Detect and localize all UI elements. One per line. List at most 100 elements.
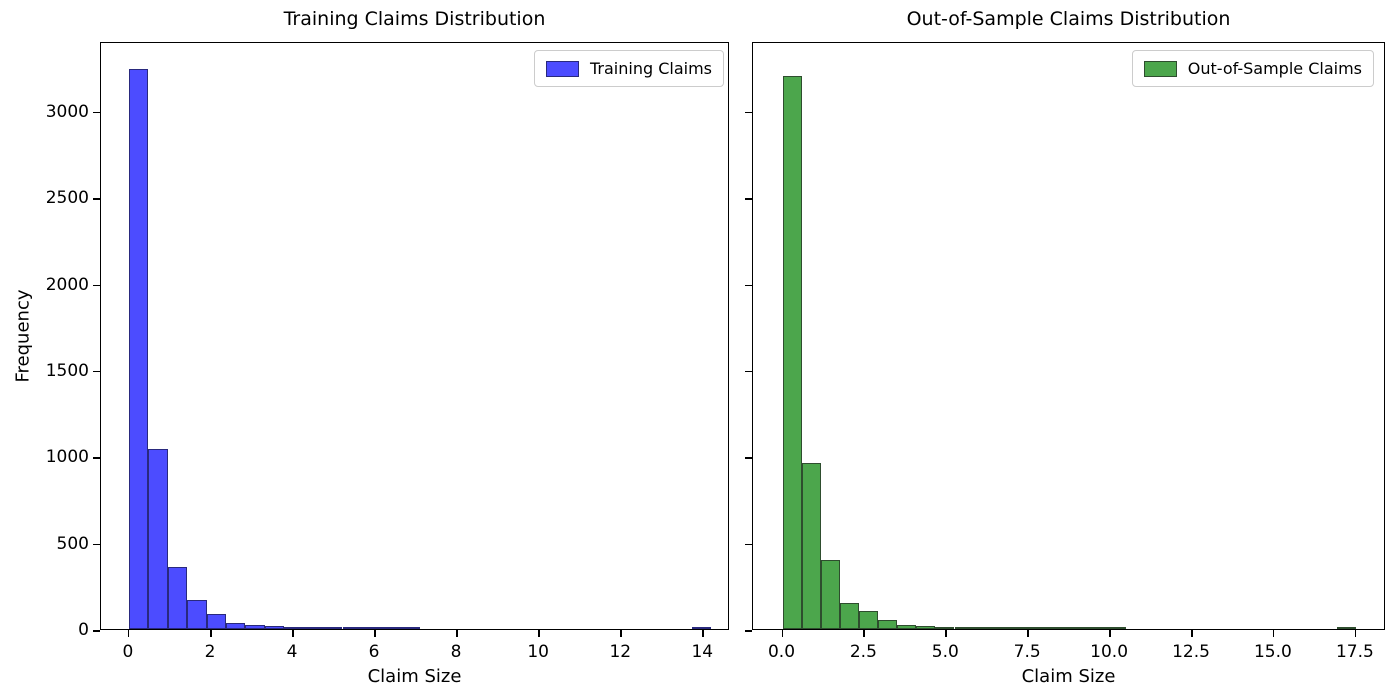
x-tick-label: 6 bbox=[368, 642, 380, 662]
y-tick-mark bbox=[93, 543, 100, 546]
y-tick-label: 2500 bbox=[45, 188, 89, 209]
x-tick-label: 7.5 bbox=[1013, 642, 1041, 662]
histogram-bar bbox=[897, 625, 917, 629]
histogram-bar bbox=[878, 620, 898, 629]
histogram-bar bbox=[206, 614, 226, 629]
legend-box: Training Claims bbox=[533, 50, 724, 87]
histogram-bar bbox=[820, 560, 840, 629]
y-tick-mark bbox=[745, 198, 752, 200]
x-tick-label: 4 bbox=[286, 642, 298, 662]
histogram-bar bbox=[1336, 627, 1356, 629]
x-tick-label: 12 bbox=[609, 642, 632, 662]
y-tick-mark bbox=[745, 370, 752, 373]
x-tick-label: 10 bbox=[527, 642, 550, 662]
x-tick-label: 2 bbox=[204, 642, 216, 662]
y-tick-mark bbox=[93, 284, 100, 287]
histogram-bar bbox=[284, 627, 304, 629]
x-axis-label: Claim Size bbox=[1021, 666, 1116, 687]
legend-box: Out-of-Sample Claims bbox=[1131, 50, 1374, 87]
histogram-bar bbox=[973, 627, 993, 629]
x-tick-mark bbox=[1354, 630, 1357, 637]
legend-swatch-icon bbox=[1143, 60, 1177, 77]
histogram-bar bbox=[1088, 627, 1108, 629]
x-tick-label: 0 bbox=[122, 642, 134, 662]
x-tick-mark bbox=[127, 630, 130, 637]
x-tick-mark bbox=[292, 630, 294, 637]
x-tick-mark bbox=[1027, 630, 1029, 637]
histogram-bar bbox=[167, 567, 188, 629]
histogram-bar bbox=[323, 627, 343, 629]
x-tick-mark bbox=[374, 630, 376, 637]
histogram-bar bbox=[342, 627, 362, 629]
histogram-bar bbox=[361, 627, 382, 629]
y-tick-mark bbox=[745, 111, 752, 114]
histogram-bar bbox=[916, 626, 936, 629]
y-tick-label: 500 bbox=[56, 533, 89, 554]
plot-area bbox=[100, 42, 729, 630]
histogram-bar bbox=[187, 600, 207, 629]
histogram-bar bbox=[128, 69, 149, 629]
subplot-title: Out-of-Sample Claims Distribution bbox=[906, 8, 1231, 30]
histogram-bar bbox=[1069, 627, 1089, 629]
y-tick-mark bbox=[93, 457, 100, 459]
x-tick-mark bbox=[702, 630, 704, 637]
x-tick-label: 15.0 bbox=[1253, 642, 1292, 662]
histogram-bar bbox=[1050, 627, 1070, 629]
histogram-bar bbox=[264, 626, 285, 629]
histogram-bar bbox=[381, 627, 401, 629]
x-tick-label: 14 bbox=[691, 642, 714, 662]
x-tick-mark bbox=[863, 630, 865, 637]
histogram-bar bbox=[148, 449, 168, 629]
y-axis-label: Frequency bbox=[12, 289, 34, 383]
x-axis-label: Claim Size bbox=[367, 666, 462, 687]
legend-swatch-icon bbox=[545, 60, 579, 77]
histogram-bar bbox=[954, 627, 974, 629]
histogram-bar bbox=[858, 611, 878, 629]
x-tick-mark bbox=[781, 630, 784, 637]
x-tick-mark bbox=[945, 630, 947, 637]
y-tick-label: 1000 bbox=[45, 447, 89, 468]
plot-area bbox=[752, 42, 1385, 630]
x-tick-label: 17.5 bbox=[1335, 642, 1374, 662]
histogram-bars-layer bbox=[753, 43, 1384, 629]
histogram-bar bbox=[226, 623, 246, 629]
x-tick-label: 2.5 bbox=[849, 642, 877, 662]
x-tick-label: 5.0 bbox=[931, 642, 959, 662]
legend-label: Training Claims bbox=[589, 59, 712, 78]
x-tick-mark bbox=[456, 630, 458, 637]
y-tick-mark bbox=[745, 543, 752, 546]
y-tick-mark bbox=[745, 284, 752, 287]
histogram-bar bbox=[935, 627, 955, 629]
x-tick-label: 0.0 bbox=[767, 642, 796, 662]
y-tick-label: 1500 bbox=[45, 360, 89, 381]
y-tick-label: 0 bbox=[78, 620, 89, 640]
histogram-bar bbox=[1011, 627, 1031, 629]
y-tick-mark bbox=[93, 111, 100, 114]
histogram-bar bbox=[400, 627, 421, 629]
y-tick-mark bbox=[745, 630, 752, 632]
histogram-bar bbox=[782, 76, 802, 629]
x-tick-mark bbox=[1191, 630, 1193, 637]
x-tick-label: 10.0 bbox=[1090, 642, 1129, 662]
y-tick-mark bbox=[93, 630, 100, 632]
histogram-bar bbox=[801, 463, 821, 629]
x-tick-label: 12.5 bbox=[1172, 642, 1210, 662]
histogram-bar bbox=[1030, 627, 1050, 629]
y-tick-mark bbox=[745, 457, 752, 459]
y-tick-label: 2000 bbox=[45, 274, 89, 295]
histogram-bar bbox=[303, 627, 324, 629]
x-tick-mark bbox=[1272, 630, 1275, 637]
histogram-bar bbox=[1107, 627, 1127, 629]
x-tick-mark bbox=[538, 630, 540, 637]
legend-label: Out-of-Sample Claims bbox=[1187, 59, 1362, 78]
x-tick-mark bbox=[1109, 630, 1111, 637]
y-tick-mark bbox=[93, 198, 100, 200]
histogram-bars-layer bbox=[101, 43, 728, 629]
x-tick-label: 8 bbox=[450, 642, 462, 662]
histogram-bar bbox=[245, 625, 265, 629]
y-tick-label: 3000 bbox=[45, 101, 89, 122]
x-tick-mark bbox=[210, 630, 212, 637]
histogram-bar bbox=[692, 627, 712, 629]
subplot-title: Training Claims Distribution bbox=[283, 8, 546, 30]
